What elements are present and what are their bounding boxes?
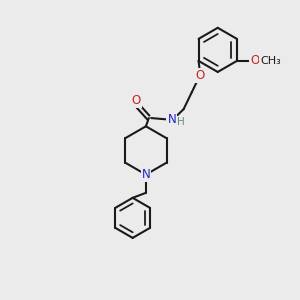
Text: O: O (250, 54, 259, 68)
Text: O: O (132, 94, 141, 107)
Text: N: N (167, 113, 176, 126)
Text: O: O (195, 69, 205, 82)
Text: H: H (177, 117, 185, 127)
Text: N: N (142, 168, 150, 181)
Text: CH₃: CH₃ (260, 56, 281, 66)
